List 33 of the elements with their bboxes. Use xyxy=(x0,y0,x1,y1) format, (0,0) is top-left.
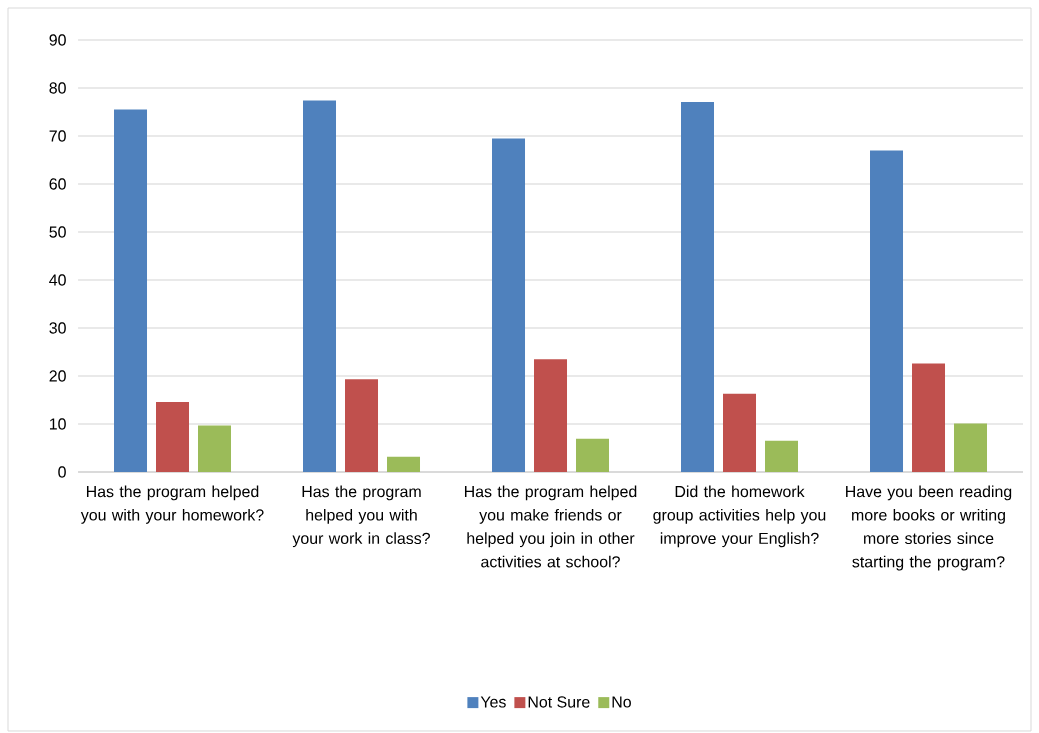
x-tick-label: Have you been reading more books or writing more stories since starting the program? xyxy=(846,485,1012,571)
y-tick-label: 70 xyxy=(49,130,66,142)
y-tick-label: 40 xyxy=(49,274,66,286)
bar xyxy=(723,393,757,472)
bar xyxy=(114,109,148,472)
y-tick-label: 90 xyxy=(49,34,66,46)
bar xyxy=(345,379,379,472)
x-tick-label: Has the program helped you with your work in class? xyxy=(292,485,430,548)
y-tick-label: 50 xyxy=(49,226,66,238)
bar xyxy=(765,440,799,472)
legend-label: Yes xyxy=(480,696,506,708)
y-tick-label: 0 xyxy=(58,466,66,478)
bar xyxy=(681,101,715,472)
bar xyxy=(912,363,946,472)
bar xyxy=(492,138,526,472)
x-tick-label: Has the program helped you with your homework? xyxy=(80,485,264,524)
bar xyxy=(534,359,568,472)
bar xyxy=(198,425,232,472)
legend-label: Not Sure xyxy=(528,696,590,708)
y-tick-label: 30 xyxy=(49,322,66,334)
bar xyxy=(387,456,421,472)
y-tick-label: 20 xyxy=(49,370,66,382)
y-tick-label: 60 xyxy=(49,178,66,190)
y-tick-label: 80 xyxy=(49,82,66,94)
legend-label: No xyxy=(612,696,631,708)
x-tick-label: Did the homework group activities help you improve your English? xyxy=(653,485,826,548)
y-tick-label: 10 xyxy=(49,418,66,430)
bar xyxy=(954,423,988,472)
bar xyxy=(576,438,610,472)
bar xyxy=(156,401,190,472)
x-tick-label: Has the program helped you make friends or helped you join in other activities at school? xyxy=(464,485,637,568)
bar xyxy=(303,100,337,472)
bar xyxy=(870,150,904,472)
